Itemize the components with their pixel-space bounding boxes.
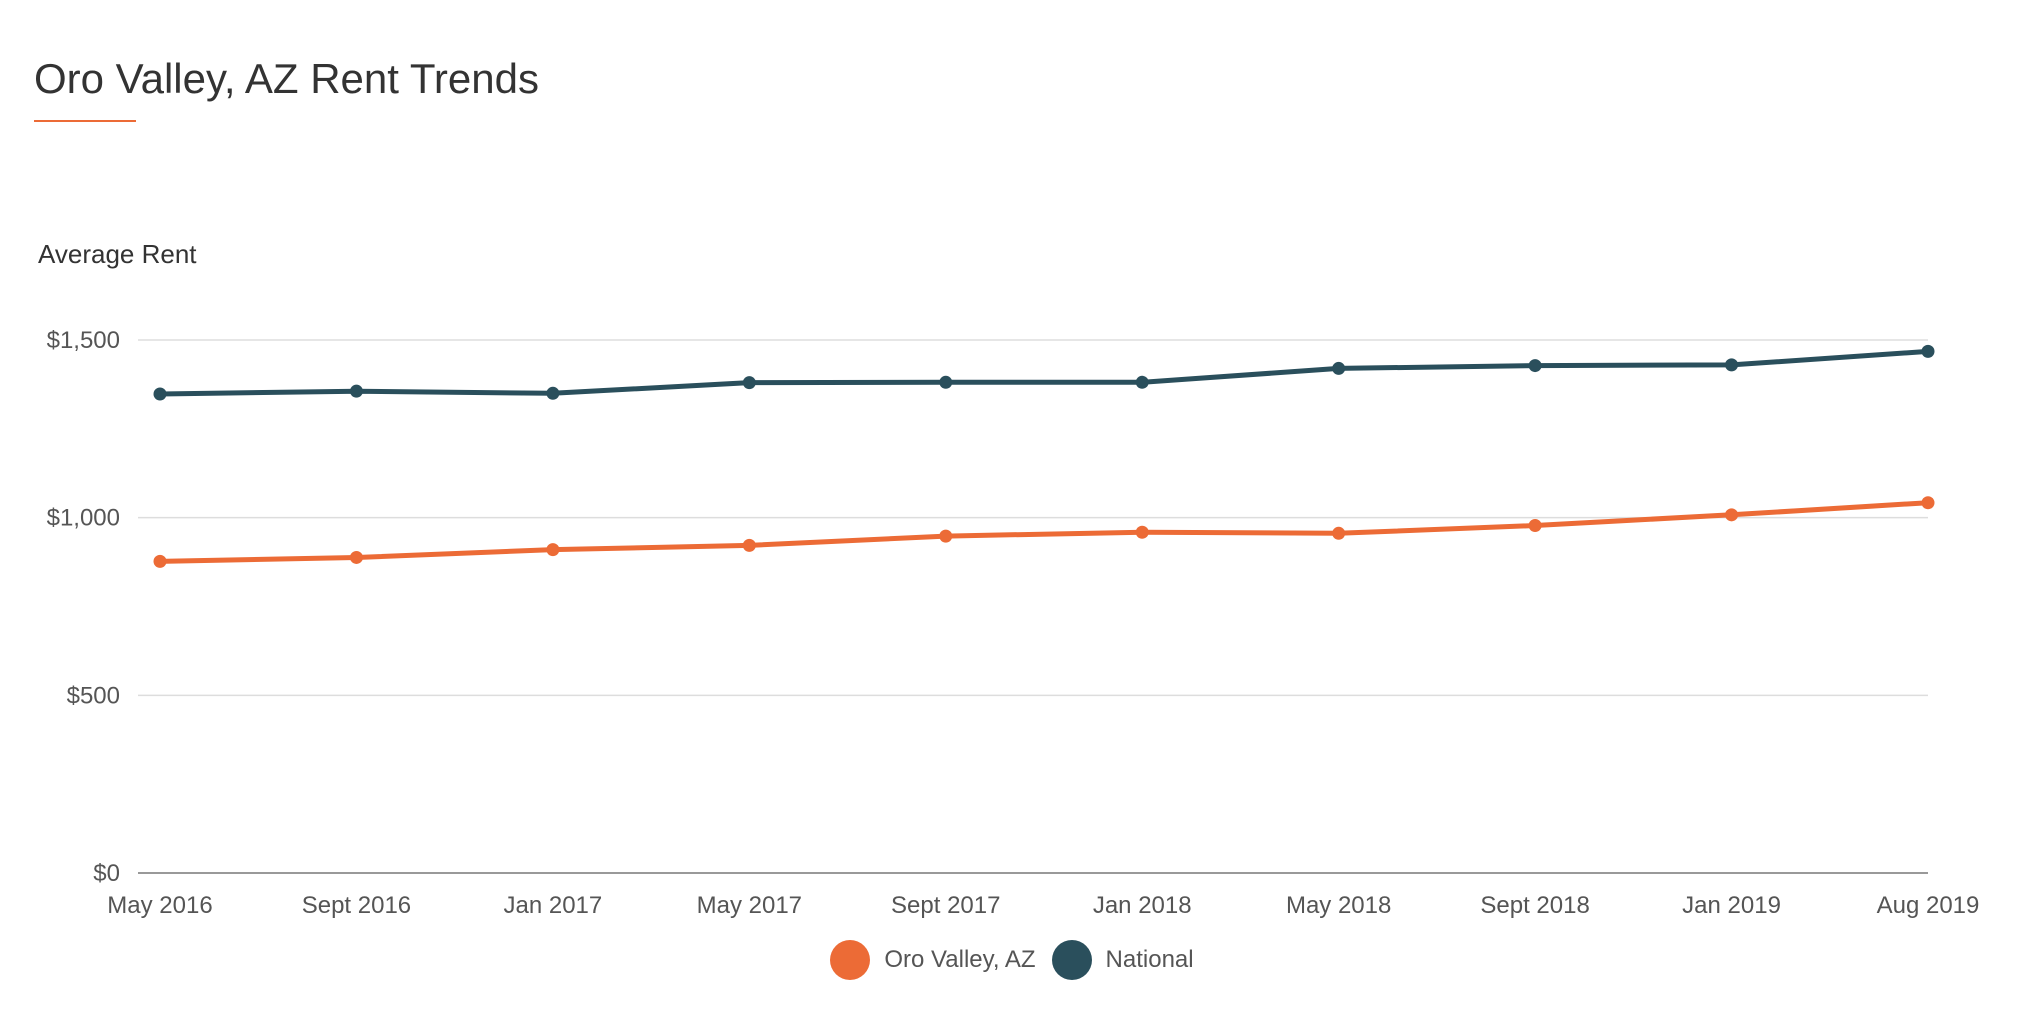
data-point-national (153, 387, 167, 401)
y-tick-label: $1,000 (47, 505, 120, 532)
data-point-national (1725, 358, 1739, 372)
data-point-national (1921, 344, 1935, 358)
data-point-national (1332, 361, 1346, 375)
x-tick-label: May 2018 (1286, 892, 1391, 919)
x-tick-label: May 2016 (107, 892, 212, 919)
x-tick-label: Sept 2017 (891, 892, 1000, 919)
legend-label-national: National (1105, 946, 1194, 973)
data-point-national (546, 386, 560, 400)
data-point-oro-valley (1921, 496, 1935, 510)
data-point-oro-valley (1725, 508, 1739, 522)
data-point-national (349, 384, 363, 398)
data-point-oro-valley (1528, 518, 1542, 532)
data-point-oro-valley (742, 538, 756, 552)
y-tick-label: $1,500 (47, 327, 120, 354)
x-tick-label: Jan 2017 (504, 892, 603, 919)
title-underline (34, 120, 136, 122)
series-line-national (157, 348, 1931, 397)
x-tick-label: Sept 2016 (302, 892, 411, 919)
legend-item-oro-valley[interactable]: Oro Valley, AZ (830, 940, 1036, 980)
data-point-national (939, 375, 953, 389)
x-tick-label: Sept 2018 (1480, 892, 1589, 919)
data-point-national (1528, 359, 1542, 373)
x-tick-label: Jan 2018 (1093, 892, 1192, 919)
y-axis: $0 $500 $1,000 $1,500 (47, 327, 120, 887)
data-point-oro-valley (1332, 526, 1346, 540)
series-line-oro-valley (157, 500, 1931, 564)
x-tick-label: Jan 2019 (1682, 892, 1781, 919)
data-point-oro-valley (546, 543, 560, 557)
y-axis-title: Average Rent (38, 239, 197, 269)
data-point-national (742, 376, 756, 390)
series-points (153, 344, 1935, 568)
legend: Oro Valley, AZ National (0, 940, 2034, 980)
data-point-oro-valley (153, 554, 167, 568)
x-tick-label: May 2017 (697, 892, 802, 919)
data-point-oro-valley (349, 550, 363, 564)
y-tick-label: $500 (67, 682, 120, 709)
legend-swatch-oro-valley (830, 940, 871, 980)
series-lines (157, 348, 1931, 564)
legend-item-national[interactable]: National (1051, 940, 1194, 980)
y-tick-label: $0 (93, 860, 120, 887)
data-point-oro-valley (1135, 525, 1149, 539)
x-tick-label: Aug 2019 (1877, 892, 1980, 919)
data-point-oro-valley (939, 529, 953, 543)
legend-label-oro-valley: Oro Valley, AZ (884, 946, 1036, 973)
x-axis: May 2016 Sept 2016 Jan 2017 May 2017 Sept 20… (107, 892, 1979, 919)
page-title: Oro Valley, AZ Rent Trends (34, 55, 539, 102)
gridlines (138, 339, 1928, 874)
legend-swatch-national (1051, 940, 1092, 980)
data-point-national (1135, 375, 1149, 389)
